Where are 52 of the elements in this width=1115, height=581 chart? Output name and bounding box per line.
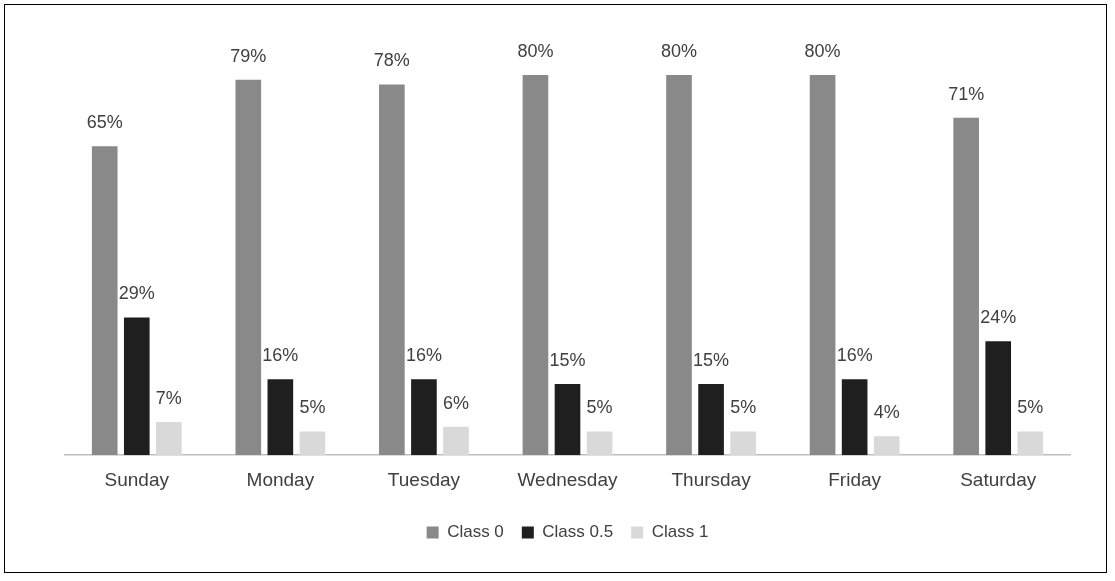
- bar: [235, 79, 262, 456]
- bar: [156, 421, 182, 456]
- bar: [91, 146, 118, 456]
- data-label: 79%: [230, 45, 267, 66]
- x-tick-label: Tuesday: [387, 468, 461, 490]
- bar: [953, 117, 979, 456]
- legend-label: Class 0.5: [542, 522, 614, 542]
- data-label: 80%: [804, 40, 841, 61]
- data-label: 6%: [442, 392, 469, 413]
- bar: [123, 317, 150, 456]
- data-label: 4%: [873, 402, 900, 423]
- data-label: 24%: [980, 307, 1017, 328]
- bar: [522, 75, 549, 456]
- x-tick-label: Saturday: [960, 468, 1037, 490]
- bar: [809, 75, 836, 456]
- bar: [379, 84, 405, 456]
- bar: [443, 426, 469, 456]
- data-label: 7%: [155, 387, 182, 408]
- x-tick-label: Friday: [828, 468, 882, 490]
- data-label: 16%: [262, 345, 299, 366]
- bar: [841, 379, 868, 456]
- bar: [267, 379, 294, 456]
- data-label: 78%: [373, 50, 410, 71]
- bar: [1017, 431, 1044, 456]
- data-label: 71%: [948, 83, 985, 104]
- data-label: 80%: [660, 40, 698, 61]
- data-label: 16%: [836, 345, 873, 366]
- x-tick-label: Thursday: [671, 468, 752, 490]
- bar: [299, 431, 326, 456]
- bar: [554, 383, 581, 456]
- data-label: 16%: [405, 345, 442, 366]
- bar: [985, 341, 1012, 456]
- data-label: 5%: [730, 397, 757, 418]
- data-label: 15%: [693, 349, 730, 370]
- bar: [586, 431, 613, 456]
- x-tick-label: Monday: [246, 468, 315, 490]
- bar: [873, 436, 900, 456]
- data-label: 65%: [86, 112, 123, 133]
- x-tick-label: Wednesday: [517, 468, 618, 490]
- bar: [666, 75, 692, 456]
- legend-label: Class 0: [447, 522, 504, 542]
- x-tick-label: Sunday: [104, 468, 170, 490]
- bar: [411, 379, 437, 456]
- data-label: 80%: [517, 40, 554, 61]
- data-label: 5%: [586, 397, 613, 418]
- legend-label: Class 1: [651, 522, 709, 542]
- data-label: 5%: [299, 397, 326, 418]
- data-label: 29%: [118, 283, 155, 304]
- bar: [730, 431, 756, 456]
- bar: [698, 383, 724, 456]
- data-label: 5%: [1017, 397, 1044, 418]
- data-label: 15%: [549, 349, 586, 370]
